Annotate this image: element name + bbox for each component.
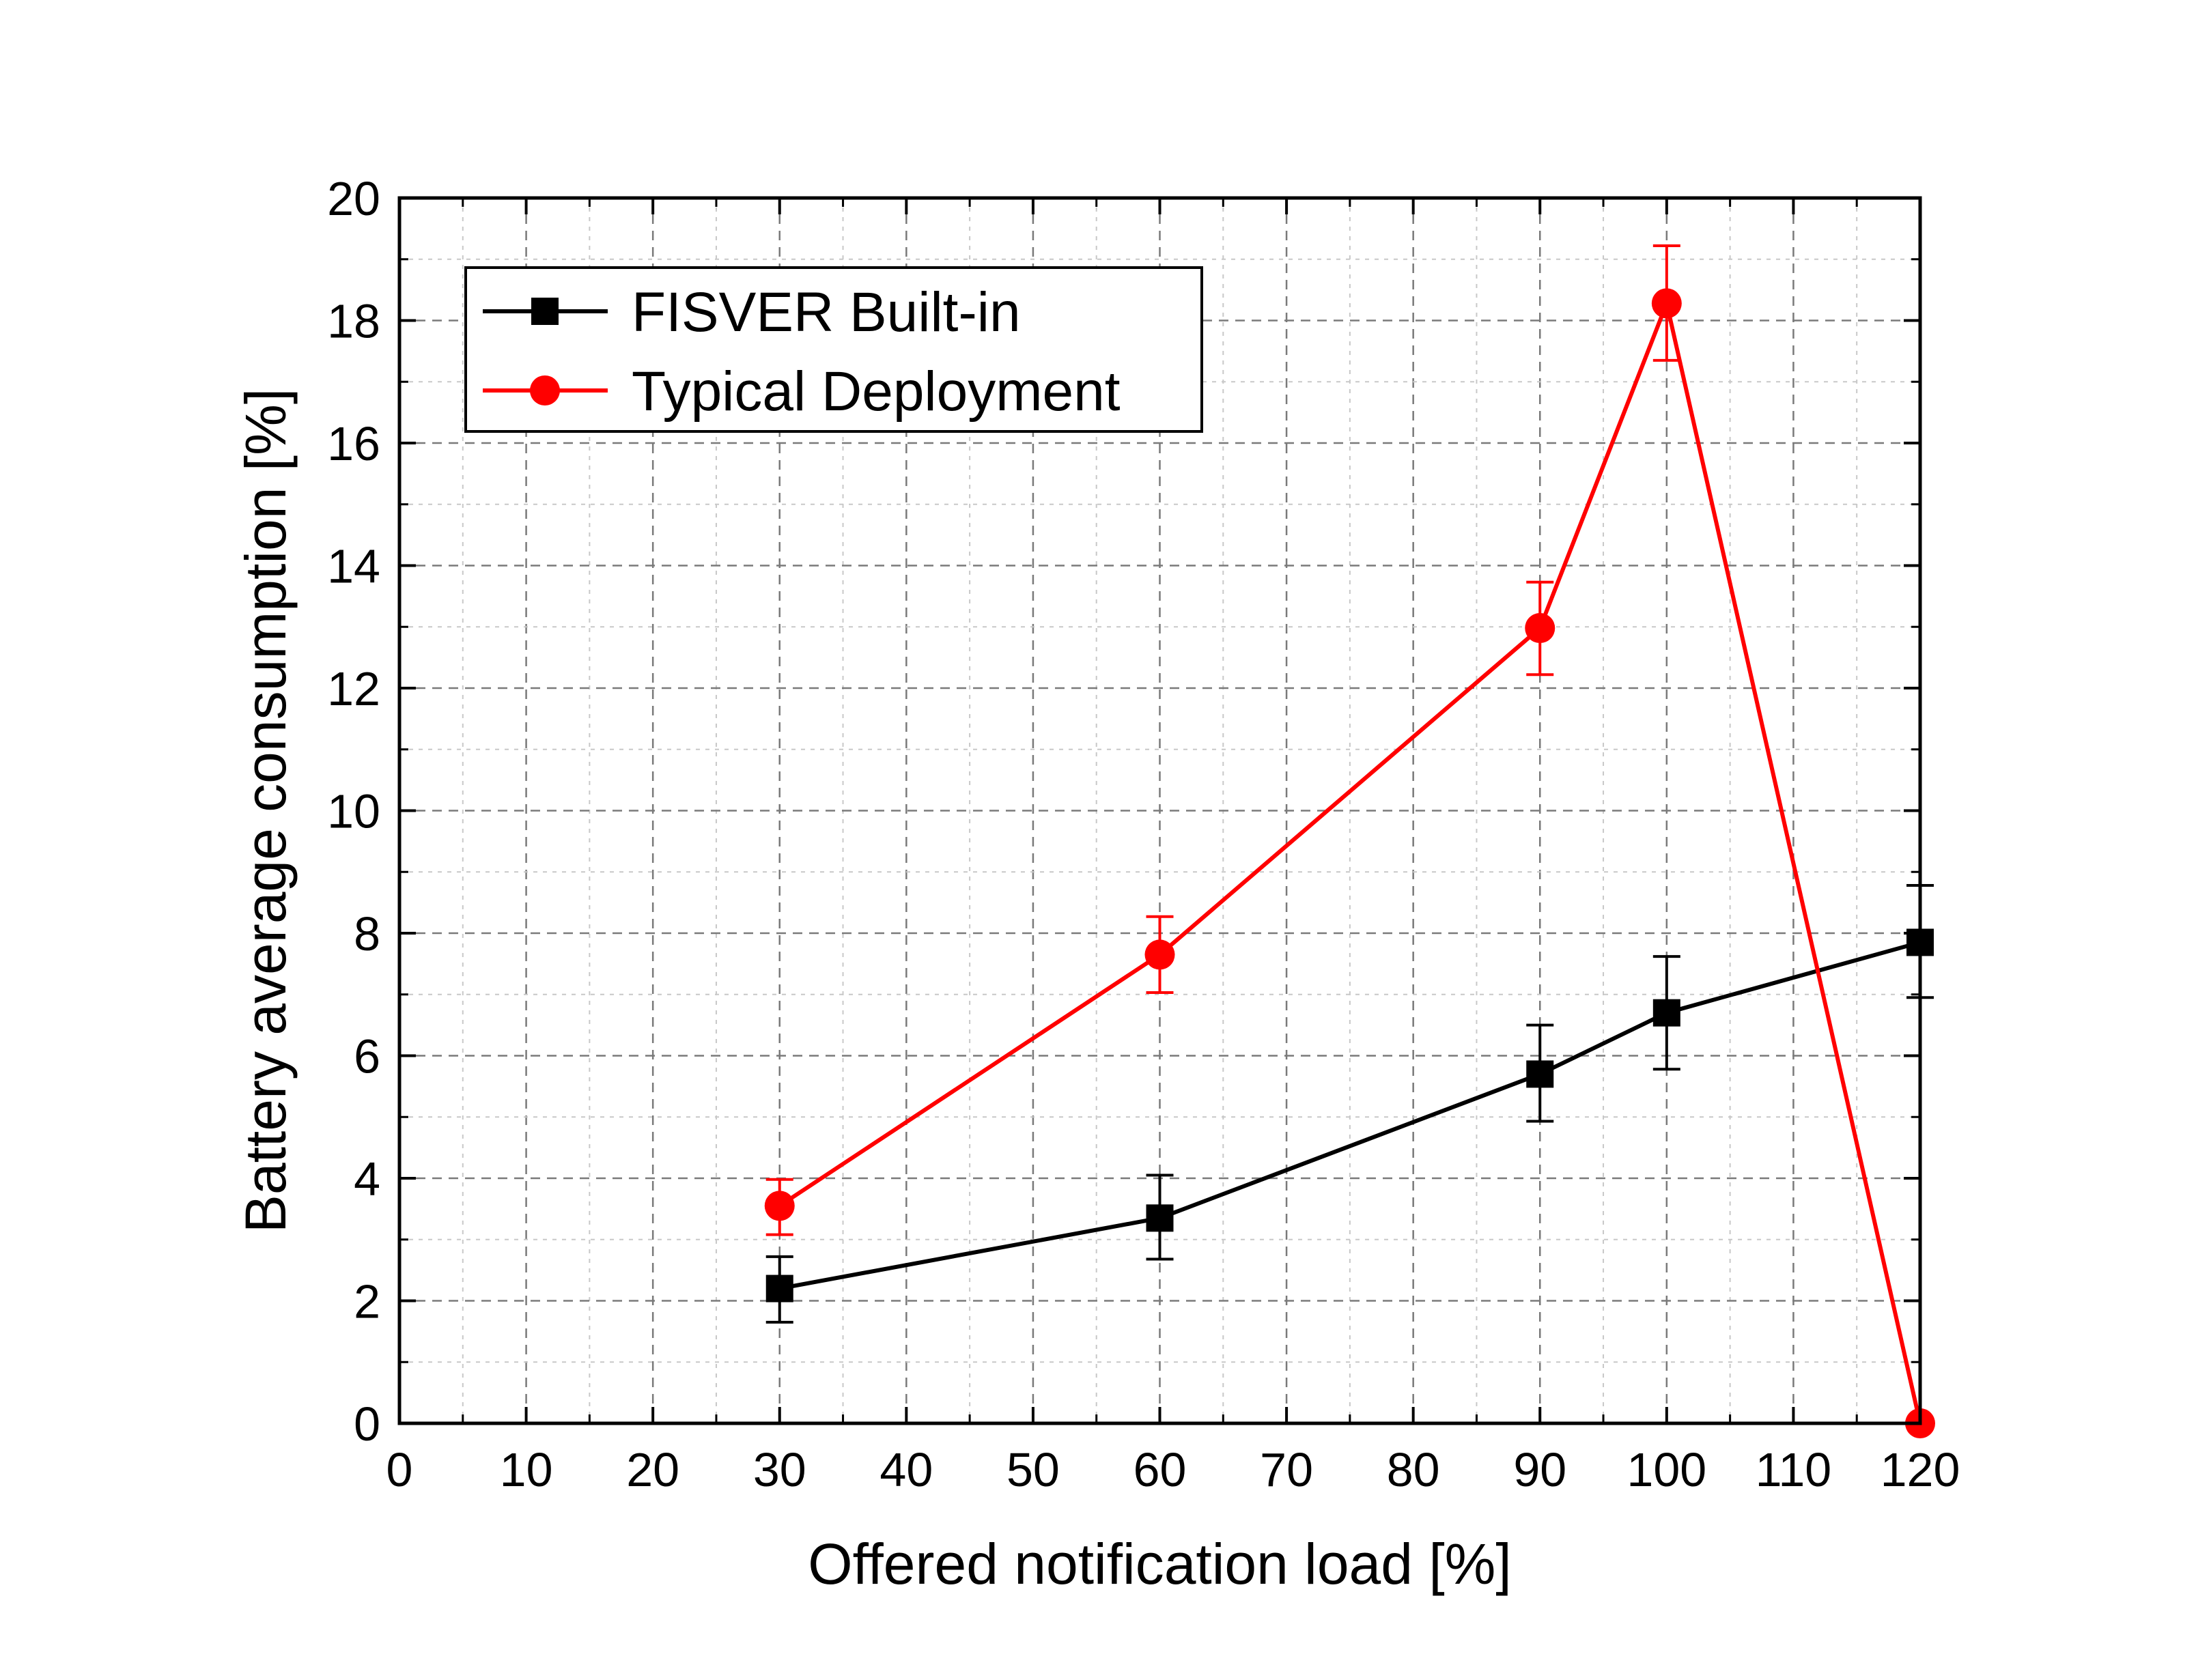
x-tick-label: 20 [626, 1443, 679, 1496]
y-tick-label: 12 [327, 662, 380, 715]
data-point-circle [764, 1191, 795, 1221]
legend-label-fisver: FISVER Built-in [632, 281, 1021, 343]
y-tick-label: 8 [354, 907, 380, 960]
x-axis-title: Offered notification load [%] [808, 1532, 1511, 1596]
x-tick-label: 80 [1387, 1443, 1440, 1496]
x-tick-label: 10 [500, 1443, 553, 1496]
data-point-square [765, 1275, 793, 1302]
legend-box [464, 266, 1203, 433]
y-tick-label: 10 [327, 785, 380, 838]
x-tick-label: 110 [1756, 1443, 1832, 1496]
y-axis-title: Battery average consumption [%] [234, 388, 298, 1233]
data-point-circle [1525, 613, 1556, 644]
y-tick-label: 6 [354, 1030, 380, 1083]
x-tick-label: 60 [1134, 1443, 1187, 1496]
x-tick-label: 30 [753, 1443, 806, 1496]
y-tick-label: 2 [354, 1275, 380, 1328]
y-tick-label: 18 [327, 295, 380, 348]
plot-frame [397, 196, 1922, 1425]
legend-label-typical: Typical Deployment [632, 360, 1121, 423]
x-tick-label: 120 [1881, 1443, 1960, 1496]
legend: FISVER Built-in Typical Deployment [464, 266, 1203, 433]
x-tick-label: 100 [1627, 1443, 1706, 1496]
data-point-circle [1651, 288, 1682, 319]
x-tick-label: 90 [1513, 1443, 1566, 1496]
data-point-square [1146, 1204, 1174, 1232]
legend-marker-square [531, 298, 559, 325]
data-point-square [1526, 1060, 1554, 1088]
data-point-square [1652, 999, 1680, 1027]
y-tick-label: 14 [327, 540, 380, 593]
x-tick-label: 0 [386, 1443, 413, 1496]
x-tick-label: 70 [1260, 1443, 1313, 1496]
legend-marker-circle [530, 375, 560, 405]
x-tick-label: 40 [879, 1443, 933, 1496]
y-tick-label: 0 [354, 1397, 380, 1451]
y-tick-label: 16 [327, 417, 380, 470]
data-point-circle [1144, 939, 1175, 970]
series-0 [765, 883, 1934, 1324]
tick-labels: 0 10 20 30 40 50 60 70 80 90 100 110 120 0 2 4 6 8 10 12 14 1… [327, 172, 1960, 1496]
y-tick-label: 4 [354, 1152, 380, 1206]
x-tick-label: 50 [1006, 1443, 1060, 1496]
y-tick-label: 20 [327, 172, 380, 225]
